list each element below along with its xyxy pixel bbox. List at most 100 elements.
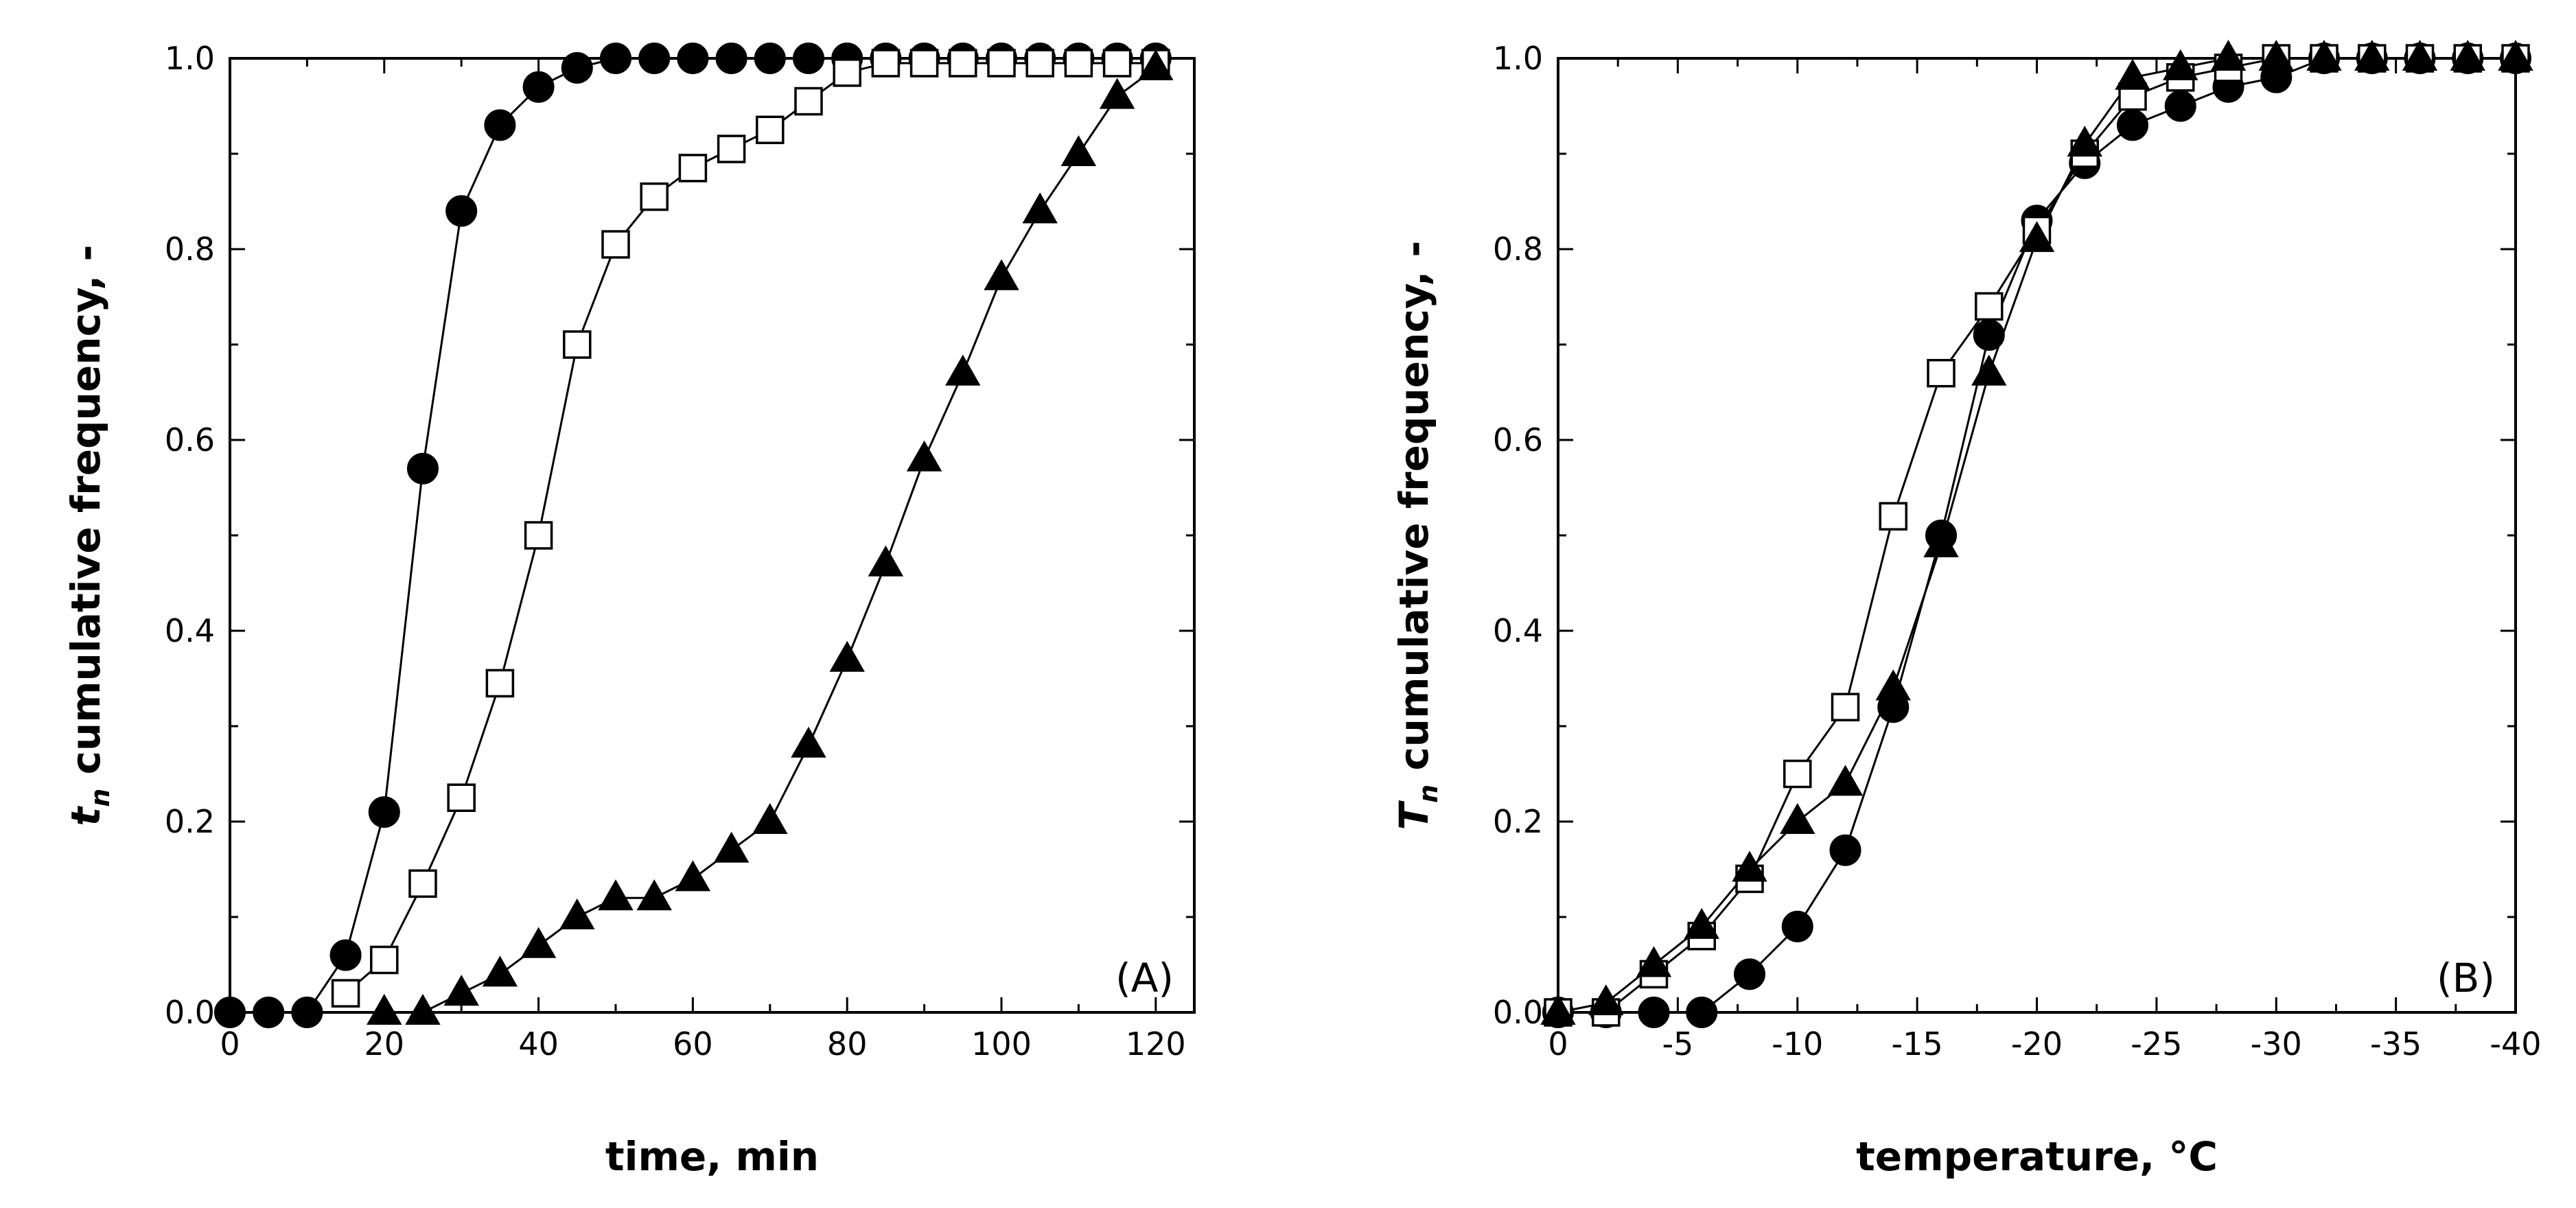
y-tick-label: 0.6: [1493, 421, 1543, 458]
data-point-triangle: [1060, 135, 1097, 166]
data-point-square: [717, 135, 746, 163]
data-point-triangle: [1732, 850, 1767, 882]
x-tick-label: 120: [1126, 1025, 1186, 1062]
y-axis-title: Tn cumulative frequency, -: [1391, 241, 1443, 830]
data-point-square: [485, 669, 515, 698]
x-axis-title: time, min: [605, 1133, 819, 1180]
data-point-square: [640, 182, 669, 211]
y-tick-label: 0.2: [165, 803, 215, 840]
data-point-square: [370, 945, 399, 975]
chart-panel-b: 0 -5 -10 -15 -20 -25 -30 -35 -40 0.0 0.2 0.4 0.6 0.8 1…: [1391, 39, 2542, 1180]
data-point-triangle: [2354, 39, 2390, 71]
x-tick-label: 0: [1548, 1025, 1568, 1062]
data-point-triangle: [906, 440, 942, 472]
data-point-triangle: [945, 354, 981, 386]
data-point-triangle: [2498, 39, 2533, 71]
data-point-circle: [2164, 90, 2196, 122]
data-point-circle: [1638, 997, 1670, 1028]
plot-frame: [1557, 57, 2517, 1014]
series-line-circle-filled: [1558, 57, 2516, 1014]
data-point-circle: [1829, 834, 1861, 866]
data-point-triangle: [1684, 907, 1719, 939]
data-point-square: [794, 86, 823, 116]
data-point-triangle: [984, 259, 1019, 290]
data-point-square: [1783, 759, 1812, 789]
panel-label: (A): [1115, 955, 1174, 1001]
x-tick-label: 40: [518, 1025, 559, 1062]
x-tick-label: 0: [220, 1025, 240, 1062]
x-tick-label: -35: [2370, 1025, 2422, 1062]
data-point-triangle: [2210, 39, 2247, 71]
data-point-circle: [407, 452, 439, 485]
data-point-square: [601, 230, 630, 259]
x-tick-label: -25: [2131, 1025, 2182, 1062]
data-point-square: [563, 330, 592, 359]
data-point-triangle: [598, 879, 634, 911]
data-point-square: [833, 58, 861, 87]
data-point-circle: [484, 109, 516, 141]
x-tick-label: -10: [1772, 1025, 1823, 1062]
y-axis-subscript: n: [85, 789, 115, 807]
data-point-triangle: [2402, 39, 2438, 71]
y-tick-label: 1.0: [165, 40, 215, 77]
data-point-triangle: [2115, 58, 2150, 90]
data-point-triangle: [1138, 49, 1174, 80]
data-point-triangle: [2258, 39, 2294, 71]
y-tick-label: 0.8: [165, 231, 215, 268]
x-tick-label: 80: [827, 1025, 868, 1062]
data-point-triangle: [1588, 984, 1624, 1016]
data-point-triangle: [2450, 39, 2485, 71]
panel-label: (B): [2437, 955, 2495, 1001]
data-point-circle: [754, 43, 786, 74]
data-point-triangle: [1827, 765, 1864, 796]
data-point-square: [949, 49, 977, 78]
data-point-triangle: [1923, 526, 1959, 557]
data-point-triangle: [559, 898, 595, 929]
data-point-square: [524, 521, 553, 550]
data-point-square: [987, 49, 1016, 78]
y-tick-label: 0.0: [1493, 994, 1543, 1031]
y-tick-label: 0.4: [165, 612, 215, 649]
data-point-square: [1025, 49, 1054, 78]
x-tick-label: -20: [2011, 1025, 2063, 1062]
data-point-square: [447, 783, 476, 812]
data-point-circle: [638, 43, 671, 74]
data-point-square: [1064, 49, 1093, 78]
data-point-triangle: [482, 955, 518, 987]
data-point-circle: [2117, 109, 2148, 141]
series-line-square-open: [345, 62, 1156, 995]
x-tick-label: 100: [971, 1025, 1032, 1062]
x-tick-label: -15: [1892, 1025, 1943, 1062]
data-point-triangle: [1099, 78, 1135, 109]
data-point-square: [408, 869, 437, 898]
x-tick-label: -40: [2490, 1025, 2541, 1062]
data-point-square: [756, 115, 785, 144]
data-point-circle: [1973, 319, 2005, 351]
data-point-circle: [445, 195, 478, 227]
data-point-triangle: [1971, 354, 2007, 386]
data-point-square: [1927, 358, 1956, 388]
data-point-triangle: [713, 831, 750, 863]
data-point-triangle: [829, 640, 865, 672]
data-point-square: [1975, 292, 2004, 321]
data-point-triangle: [1875, 669, 1911, 701]
plot-frame: [229, 57, 1196, 1014]
data-point-circle: [329, 939, 362, 971]
data-point-circle: [291, 997, 323, 1028]
data-point-triangle: [520, 927, 557, 958]
y-tick-label: 0.6: [165, 421, 215, 458]
x-tick-label: -5: [1662, 1025, 1693, 1062]
series-line-square-open: [1558, 57, 2516, 1014]
data-point-circle: [793, 43, 824, 74]
data-point-triangle: [752, 802, 788, 834]
y-axis-symbol: T: [1391, 800, 1437, 830]
data-point-triangle: [636, 879, 672, 911]
data-point-triangle: [2067, 126, 2102, 157]
y-tick-label: 0.2: [1493, 803, 1543, 840]
y-axis-text: cumulative frequency, -: [62, 245, 109, 789]
y-axis-subscript: n: [1413, 785, 1443, 803]
data-point-triangle: [1780, 802, 1815, 834]
x-axis-title: temperature, °C: [1856, 1133, 2218, 1180]
y-axis-title: tn cumulative frequency, -: [62, 245, 115, 826]
